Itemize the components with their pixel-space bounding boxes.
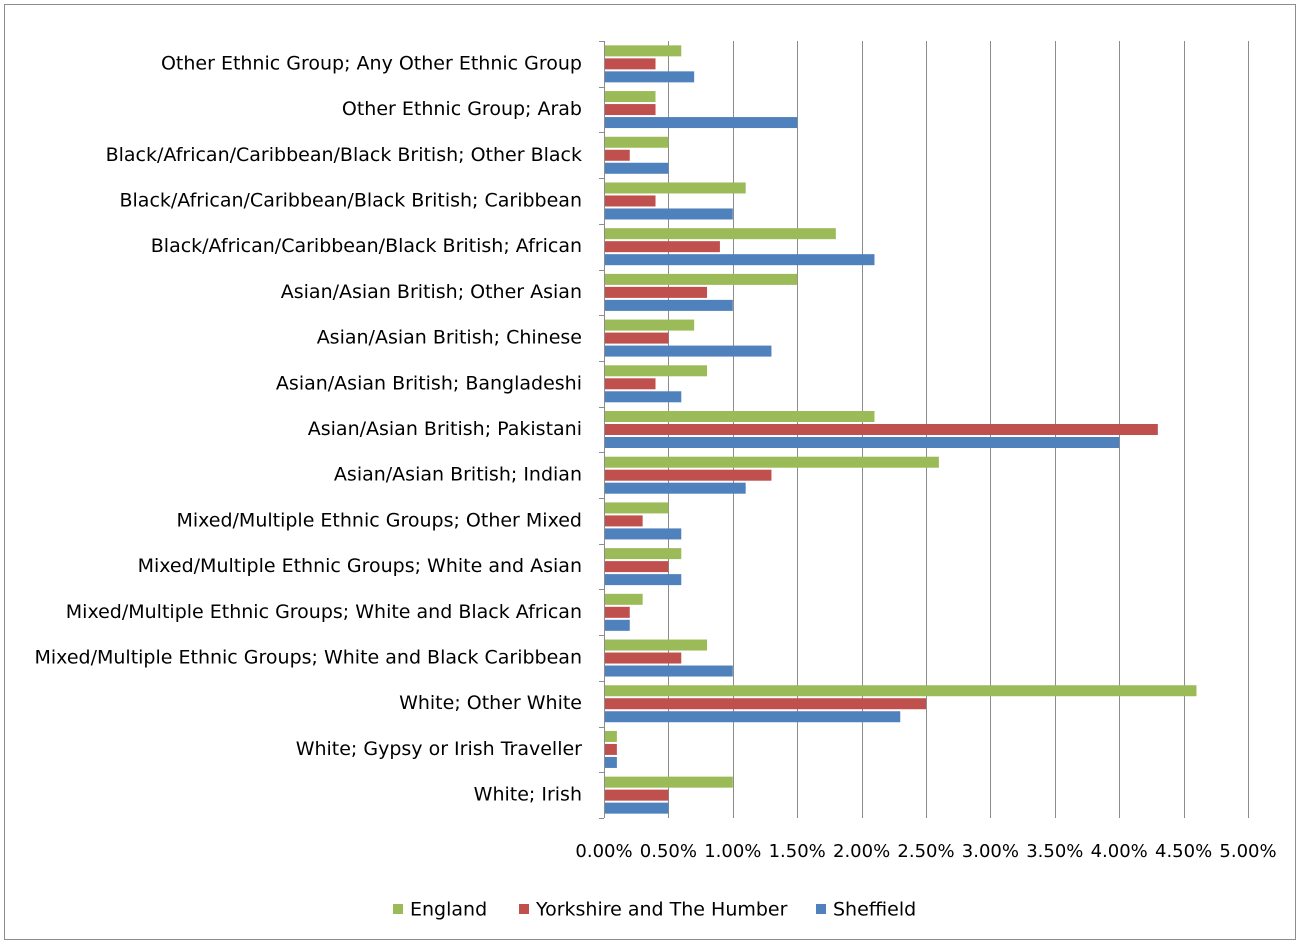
x-tick-label: 3.50%	[1026, 841, 1083, 862]
bar-yorkshire-and-the-humber	[605, 149, 630, 161]
x-tick-labels: 0.00% 0.50% 1.00% 1.50% 2.00% 2.50% 3.00% 3.50%…	[575, 841, 1276, 862]
x-tick-label: 2.00%	[833, 841, 890, 862]
bar-sheffield	[605, 391, 682, 403]
bar-england	[605, 228, 836, 240]
bar-sheffield	[605, 802, 669, 814]
bar-sheffield	[605, 619, 630, 631]
category-label: Other Ethnic Group; Arab	[342, 98, 582, 120]
category-label: Mixed/Multiple Ethnic Groups; White and …	[138, 555, 582, 577]
bar-england	[605, 91, 656, 103]
bar-sheffield	[605, 71, 695, 83]
x-tick-label: 3.00%	[962, 841, 1019, 862]
bars	[605, 45, 1197, 814]
category-label: Asian/Asian British; Other Asian	[281, 281, 582, 303]
category-label: White; Gypsy or Irish Traveller	[296, 738, 582, 760]
bar-yorkshire-and-the-humber	[605, 606, 630, 618]
legend-swatch	[816, 904, 826, 914]
x-tick-label: 1.50%	[769, 841, 826, 862]
bar-yorkshire-and-the-humber	[605, 424, 1158, 435]
legend-label: Yorkshire and The Humber	[535, 899, 788, 921]
bar-sheffield	[605, 299, 733, 311]
bar-england	[605, 776, 733, 788]
bar-yorkshire-and-the-humber	[605, 286, 708, 298]
bar-yorkshire-and-the-humber	[605, 698, 926, 710]
bar-sheffield	[605, 756, 617, 768]
x-tick-label: 1.00%	[704, 841, 761, 862]
x-tick-label: 4.50%	[1155, 841, 1212, 862]
bar-sheffield	[605, 117, 798, 129]
bar-yorkshire-and-the-humber	[605, 104, 656, 116]
bar-england	[605, 456, 939, 468]
chart-frame: Other Ethnic Group; Any Other Ethnic Gro…	[4, 4, 1296, 940]
bar-yorkshire-and-the-humber	[605, 58, 656, 70]
bar-yorkshire-and-the-humber	[605, 652, 682, 664]
bar-sheffield	[605, 254, 875, 266]
bar-sheffield	[605, 528, 682, 540]
bar-england	[605, 45, 682, 57]
category-label: Asian/Asian British; Chinese	[317, 327, 582, 349]
x-tick-label: 0.00%	[575, 841, 632, 862]
bar-yorkshire-and-the-humber	[605, 378, 656, 390]
bar-chart: Other Ethnic Group; Any Other Ethnic Gro…	[35, 41, 1277, 921]
legend-label: Sheffield	[833, 899, 916, 921]
legend-swatch	[393, 904, 403, 914]
bar-england	[605, 593, 643, 605]
bar-england	[605, 182, 746, 194]
category-label: White; Other White	[399, 692, 582, 714]
bar-england	[605, 548, 682, 560]
bar-sheffield	[605, 711, 901, 723]
category-label: Asian/Asian British; Pakistani	[308, 418, 582, 440]
bar-yorkshire-and-the-humber	[605, 743, 617, 755]
bar-sheffield	[605, 162, 669, 174]
bar-england	[605, 730, 617, 742]
category-label: Asian/Asian British; Bangladeshi	[276, 372, 582, 394]
bar-england	[605, 502, 669, 514]
bar-yorkshire-and-the-humber	[605, 515, 643, 527]
category-labels: Other Ethnic Group; Any Other Ethnic Gro…	[35, 52, 583, 805]
bar-england	[605, 136, 669, 148]
bar-yorkshire-and-the-humber	[605, 332, 669, 344]
bar-yorkshire-and-the-humber	[605, 789, 669, 801]
bar-sheffield	[605, 574, 682, 586]
bar-england	[605, 365, 708, 377]
legend: England Yorkshire and The Humber Sheffield	[393, 899, 916, 921]
category-label: Other Ethnic Group; Any Other Ethnic Gro…	[161, 52, 582, 74]
category-label: Mixed/Multiple Ethnic Groups; White and …	[35, 647, 583, 669]
bar-yorkshire-and-the-humber	[605, 469, 772, 481]
category-label: Black/African/Caribbean/Black British; C…	[119, 189, 582, 211]
x-tick-label: 0.50%	[640, 841, 697, 862]
bar-england	[605, 273, 798, 285]
category-label: Mixed/Multiple Ethnic Groups; White and …	[66, 601, 582, 623]
bar-sheffield	[605, 665, 733, 677]
bar-england	[605, 319, 695, 331]
x-tick-label: 5.00%	[1219, 841, 1276, 862]
category-label: White; Irish	[474, 784, 582, 806]
bar-sheffield	[605, 482, 746, 494]
bar-england	[605, 411, 875, 422]
bar-sheffield	[605, 437, 1120, 448]
category-label: Asian/Asian British; Indian	[334, 464, 582, 486]
legend-swatch	[519, 904, 529, 914]
bar-yorkshire-and-the-humber	[605, 195, 656, 207]
bar-england	[605, 639, 708, 651]
x-tick-label: 4.00%	[1091, 841, 1148, 862]
category-label: Black/African/Caribbean/Black British; A…	[151, 235, 582, 257]
bar-england	[605, 685, 1197, 697]
bar-sheffield	[605, 345, 772, 357]
x-tick-label: 2.50%	[897, 841, 954, 862]
bar-yorkshire-and-the-humber	[605, 241, 720, 253]
category-label: Black/African/Caribbean/Black British; O…	[106, 144, 582, 166]
bar-sheffield	[605, 208, 733, 220]
category-label: Mixed/Multiple Ethnic Groups; Other Mixe…	[176, 509, 582, 531]
legend-label: England	[410, 899, 487, 921]
bar-yorkshire-and-the-humber	[605, 561, 669, 573]
